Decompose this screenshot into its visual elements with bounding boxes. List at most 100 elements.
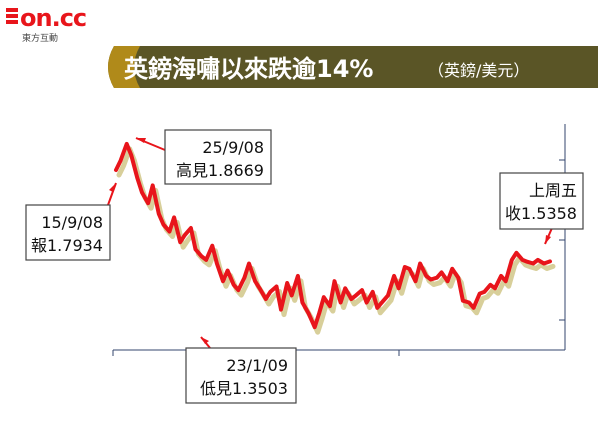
logo-bar-1 — [6, 8, 18, 12]
pointer-high-head — [136, 138, 146, 143]
title-banner: 英鎊海嘯以來跌逾14% （英鎊/美元） — [108, 46, 598, 88]
data-point — [403, 265, 407, 269]
data-point — [253, 279, 257, 283]
data-point — [313, 325, 317, 329]
data-point — [525, 260, 529, 264]
data-point — [247, 261, 251, 266]
annotation-low-box — [185, 347, 297, 404]
data-point — [354, 293, 358, 297]
data-point — [435, 276, 439, 280]
data-point — [446, 279, 450, 283]
data-point — [397, 286, 401, 290]
annotation-start-value: 報1.7934 — [31, 236, 103, 255]
annotation-last-value: 收1.5358 — [505, 204, 577, 223]
chart-unit: （英鎊/美元） — [428, 61, 529, 80]
data-point — [467, 300, 471, 305]
title-banner-accent — [108, 46, 140, 88]
data-point — [328, 304, 332, 308]
data-point — [167, 229, 172, 234]
series-line — [114, 141, 552, 330]
data-point — [285, 281, 289, 285]
logo-bar-2 — [6, 14, 18, 18]
data-point — [450, 267, 454, 271]
logo-bar-3 — [6, 20, 18, 24]
data-point — [493, 286, 497, 290]
data-point — [531, 261, 535, 266]
data-point — [339, 300, 343, 305]
data-point — [407, 267, 411, 271]
data-point — [135, 176, 139, 180]
data-point — [504, 279, 508, 283]
annotation-high: 25/9/08 高見1.8669 — [164, 129, 272, 185]
data-point — [210, 244, 214, 248]
annotation-low-value: 低見1.3503 — [200, 379, 288, 398]
data-point — [140, 190, 144, 195]
data-point — [151, 183, 155, 187]
annotation-last: 上周五 收1.5358 — [499, 172, 584, 230]
logo-mark — [6, 8, 18, 24]
data-point — [371, 290, 375, 294]
annotation-start-box — [25, 204, 111, 261]
data-point — [381, 299, 385, 303]
data-point — [157, 212, 161, 216]
data-point — [482, 290, 486, 294]
title-banner-shape — [108, 46, 598, 88]
data-point — [161, 222, 165, 227]
callout-pointers — [107, 137, 553, 349]
pointer-low-head — [201, 337, 209, 344]
data-point — [365, 300, 369, 305]
data-point — [360, 288, 364, 292]
pointer-last-head — [545, 235, 551, 244]
data-point — [193, 247, 198, 251]
data-point — [204, 258, 208, 262]
data-point — [306, 311, 311, 315]
data-point — [536, 258, 540, 262]
data-point — [178, 240, 182, 244]
annotation-start: 15/9/08 報1.7934 — [25, 204, 111, 261]
logo-subtitle: 東方互動 — [22, 32, 58, 44]
data-point — [514, 251, 519, 255]
data-point — [274, 284, 279, 289]
data-point — [317, 311, 321, 315]
annotation-high-date: 25/9/08 — [202, 138, 264, 157]
data-point — [236, 288, 240, 292]
data-point — [332, 279, 337, 283]
pointer-start-head — [109, 183, 116, 192]
data-point — [499, 274, 503, 278]
data-point — [488, 283, 492, 287]
data-point — [242, 276, 246, 280]
annotation-low-date: 23/1/09 — [226, 356, 288, 375]
data-point — [424, 274, 428, 278]
data-point — [183, 233, 187, 237]
data-point — [215, 261, 219, 266]
data-point — [510, 258, 514, 262]
annotation-last-box — [499, 172, 584, 230]
data-point — [478, 292, 482, 296]
data-point — [232, 283, 236, 287]
data-point — [114, 168, 118, 172]
data-point — [461, 299, 465, 303]
data-point — [386, 293, 390, 297]
annotation-high-box — [164, 129, 272, 185]
on-cc-logo: on.cc 東方互動 — [6, 4, 87, 44]
data-point — [413, 279, 418, 283]
data-point — [226, 269, 230, 273]
data-point — [520, 258, 525, 262]
data-point — [296, 274, 300, 278]
data-point — [119, 159, 123, 163]
data-point — [418, 261, 422, 266]
data-point — [343, 286, 347, 290]
data-point — [146, 201, 150, 205]
logo-brand: on.cc — [20, 4, 86, 32]
data-point — [279, 308, 283, 312]
data-point — [268, 290, 272, 294]
annotation-high-value: 高見1.8669 — [176, 161, 264, 180]
data-point — [548, 259, 552, 263]
data-point — [542, 261, 546, 266]
annotation-last-date: 上周五 — [529, 181, 577, 200]
annotation-start-date: 15/9/08 — [41, 213, 103, 232]
data-point — [258, 286, 262, 290]
data-point — [129, 153, 133, 157]
data-point — [264, 297, 268, 301]
